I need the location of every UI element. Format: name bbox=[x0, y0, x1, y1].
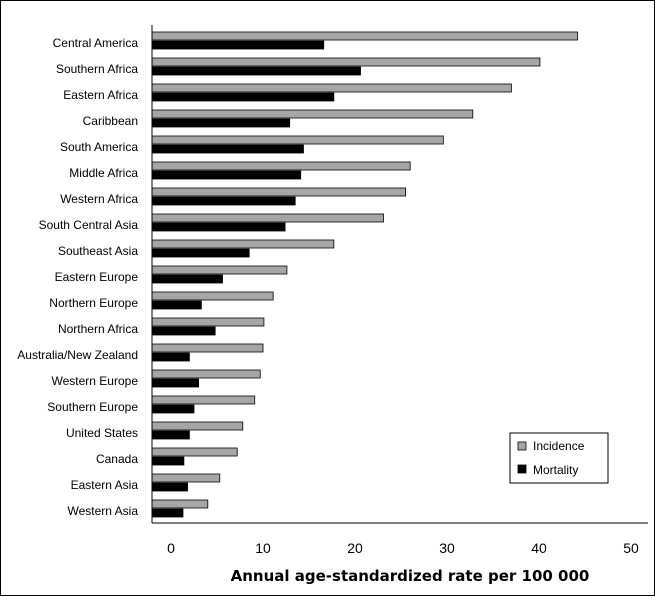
x-tick-label: 50 bbox=[623, 540, 639, 556]
category-label: Australia/New Zealand bbox=[17, 348, 138, 362]
bar-incidence-3 bbox=[151, 109, 474, 119]
category-label: Central America bbox=[53, 36, 139, 50]
bar-incidence-11 bbox=[151, 317, 265, 327]
x-tick-label: 20 bbox=[347, 540, 363, 556]
category-label: South America bbox=[60, 140, 138, 154]
bar-incidence-2 bbox=[151, 83, 512, 93]
category-label: Middle Africa bbox=[69, 166, 138, 180]
x-tick-labels: 0 10 20 30 40 50 bbox=[167, 540, 639, 556]
legend-box bbox=[509, 432, 609, 484]
bar-incidence-8 bbox=[151, 239, 335, 249]
bar-mortality-12 bbox=[151, 352, 190, 362]
bar-mortality-8 bbox=[151, 248, 250, 258]
bar-incidence-0 bbox=[151, 31, 579, 41]
x-tick-label: 30 bbox=[439, 540, 455, 556]
category-label: Eastern Asia bbox=[71, 478, 139, 492]
bar-mortality-7 bbox=[151, 222, 286, 232]
bar-mortality-17 bbox=[151, 482, 188, 492]
bar-incidence-15 bbox=[151, 421, 244, 431]
bar-mortality-11 bbox=[151, 326, 216, 336]
legend-swatch-incidence bbox=[517, 441, 527, 451]
category-label: United States bbox=[66, 426, 138, 440]
category-label: Southern Africa bbox=[56, 62, 138, 76]
category-label: Southern Europe bbox=[47, 400, 138, 414]
bar-incidence-7 bbox=[151, 213, 384, 223]
bar-mortality-15 bbox=[151, 430, 190, 440]
bar-mortality-1 bbox=[151, 66, 361, 76]
bar-incidence-14 bbox=[151, 395, 256, 405]
category-label: Western Europe bbox=[52, 374, 139, 388]
bar-incidence-1 bbox=[151, 57, 541, 67]
legend-label-incidence: Incidence bbox=[533, 439, 585, 453]
category-label: Western Africa bbox=[60, 192, 138, 206]
bar-mortality-5 bbox=[151, 170, 302, 180]
bar-incidence-13 bbox=[151, 369, 261, 379]
bar-incidence-10 bbox=[151, 291, 274, 301]
bar-incidence-9 bbox=[151, 265, 288, 275]
bar-incidence-5 bbox=[151, 161, 411, 171]
bar-mortality-16 bbox=[151, 456, 185, 466]
bar-mortality-10 bbox=[151, 300, 202, 310]
legend-swatch-mortality bbox=[517, 464, 527, 474]
category-label: Southeast Asia bbox=[58, 244, 138, 258]
bar-mortality-2 bbox=[151, 92, 335, 102]
bar-mortality-18 bbox=[151, 508, 184, 518]
category-label: Northern Europe bbox=[49, 296, 138, 310]
x-tick-label: 40 bbox=[531, 540, 547, 556]
bar-incidence-6 bbox=[151, 187, 407, 197]
x-tick-label: 0 bbox=[167, 540, 175, 556]
bar-mortality-6 bbox=[151, 196, 296, 206]
category-label: Canada bbox=[96, 452, 138, 466]
x-tick-label: 10 bbox=[255, 540, 271, 556]
category-label: Western Asia bbox=[68, 504, 139, 518]
category-label: South Central Asia bbox=[39, 218, 139, 232]
bar-mortality-13 bbox=[151, 378, 199, 388]
bar-incidence-17 bbox=[151, 473, 221, 483]
bar-mortality-4 bbox=[151, 144, 304, 154]
bar-incidence-12 bbox=[151, 343, 264, 353]
bar-incidence-16 bbox=[151, 447, 238, 457]
category-label: Eastern Europe bbox=[55, 270, 139, 284]
legend-label-mortality: Mortality bbox=[533, 463, 578, 477]
category-label: Caribbean bbox=[83, 114, 138, 128]
bar-mortality-14 bbox=[151, 404, 195, 414]
x-axis-title: Annual age-standardized rate per 100 000 bbox=[231, 567, 590, 585]
category-labels: Central America Southern Africa Eastern Af… bbox=[17, 36, 138, 518]
bar-mortality-0 bbox=[151, 40, 325, 50]
bar-incidence-18 bbox=[151, 499, 209, 509]
bar-incidence-4 bbox=[151, 135, 444, 145]
bars-group bbox=[151, 31, 579, 518]
bar-mortality-3 bbox=[151, 118, 291, 128]
bar-mortality-9 bbox=[151, 274, 223, 284]
category-label: Eastern Africa bbox=[63, 88, 138, 102]
legend: Incidence Mortality bbox=[509, 432, 609, 484]
category-label: Northern Africa bbox=[58, 322, 138, 336]
